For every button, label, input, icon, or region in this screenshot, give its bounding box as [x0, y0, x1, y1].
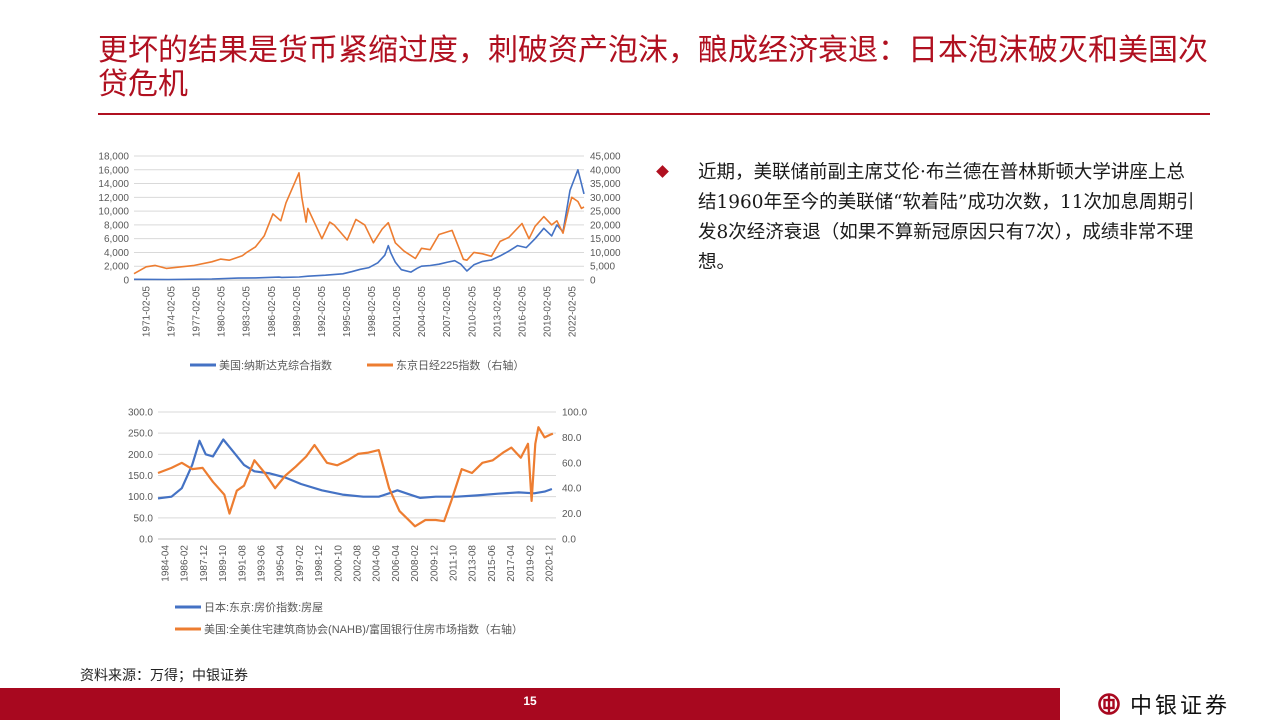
x-tick-label: 1989-10	[218, 545, 229, 582]
x-tick-label: 2010-02-05	[467, 286, 478, 338]
x-tick-label: 1983-02-05	[242, 286, 253, 338]
page-number: 15	[523, 694, 537, 708]
y-left-tick-label: 250.0	[128, 429, 153, 440]
y-left-tick-label: 300.0	[128, 408, 153, 419]
page-title: 更坏的结果是货币紧缩过度，刺破资产泡沫，酿成经济衰退：日本泡沫破灭和美国次贷危机	[98, 33, 1208, 102]
chart-house-price-svg: 300.0 250.0 200.0 150.0 100.0 50.0 0.0 100.0 80.…	[128, 408, 587, 637]
x-tick-label: 1998-12	[314, 545, 325, 582]
company-logo: 中银证券	[1098, 688, 1230, 720]
x-tick-label: 2004-02-05	[417, 286, 428, 338]
x-tick-label: 2011-10	[449, 545, 460, 581]
title-divider	[98, 113, 1210, 115]
y-left-tick-label: 0	[123, 276, 129, 287]
y-right-tick-label: 20,000	[590, 220, 621, 231]
y-right-tick-label: 5,000	[590, 262, 615, 273]
chart-house-price: 300.0 250.0 200.0 150.0 100.0 50.0 0.0 100.0 80.…	[100, 404, 600, 644]
x-tick-label: 1995-04	[276, 545, 287, 582]
legend-label: 日本:东京:房价指数:房屋	[204, 600, 323, 614]
x-tick-label: 2019-02-05	[542, 286, 553, 338]
x-tick-label: 1986-02-05	[267, 286, 278, 338]
x-tick-label: 2008-02	[410, 545, 421, 582]
y-right-tick-label: 35,000	[590, 179, 621, 190]
x-tick-label: 1992-02-05	[317, 286, 328, 338]
y-right-tick-label: 10,000	[590, 248, 621, 259]
x-tick-label: 2017-04	[506, 545, 517, 582]
x-tick-label: 2019-02	[525, 545, 536, 582]
y-left-tick-label: 0.0	[139, 535, 153, 546]
y-left-tick-label: 8,000	[104, 220, 129, 231]
y-left-tick-label: 16,000	[98, 165, 129, 176]
x-tick-label: 1974-02-05	[167, 286, 178, 338]
y-left-tick-label: 100.0	[128, 492, 153, 503]
boc-logo-icon	[1098, 693, 1120, 715]
x-tick-label: 2013-02-05	[492, 286, 503, 338]
y-right-tick-label: 25,000	[590, 207, 621, 218]
x-tick-label: 2000-10	[333, 545, 344, 582]
y-left-tick-label: 14,000	[98, 179, 129, 190]
legend-label: 美国:纳斯达克综合指数	[219, 358, 332, 372]
bullet-text: 近期，美联储前副主席艾伦·布兰德在普林斯顿大学讲座上总结1960年至今的美联储“…	[698, 162, 1195, 273]
diamond-bullet-icon	[656, 165, 669, 178]
x-tick-label: 1998-02-05	[367, 286, 378, 338]
y-right-tick-label: 80.0	[562, 433, 582, 444]
source-note: 资料来源：万得；中银证券	[80, 668, 248, 684]
chart-nasdaq-nikkei: 18,000 16,000 14,000 12,000 10,000 8,000 6,000…	[88, 148, 628, 380]
y-right-tick-label: 30,000	[590, 193, 621, 204]
x-tick-label: 2006-04	[391, 545, 402, 582]
x-tick-label: 2015-06	[487, 545, 498, 582]
x-tick-label: 1977-02-05	[192, 286, 203, 338]
x-tick-label: 2009-12	[429, 545, 440, 582]
x-tick-label: 2004-06	[372, 545, 383, 582]
y-left-tick-label: 50.0	[134, 513, 154, 524]
legend-label: 美国:全美住宅建筑商协会(NAHB)/富国银行住房市场指数（右轴）	[204, 622, 523, 636]
y-left-tick-label: 2,000	[104, 262, 129, 273]
y-right-tick-label: 15,000	[590, 234, 621, 245]
footer-bar	[0, 688, 1060, 720]
x-tick-label: 2001-02-05	[392, 286, 403, 338]
x-tick-label: 2020-12	[545, 545, 556, 582]
x-tick-label: 2007-02-05	[442, 286, 453, 338]
x-tick-label: 2013-08	[468, 545, 479, 582]
y-left-tick-label: 18,000	[98, 152, 129, 163]
y-right-tick-label: 0	[590, 276, 596, 287]
y-right-tick-label: 100.0	[562, 408, 587, 419]
y-left-tick-label: 12,000	[98, 193, 129, 204]
x-tick-label: 1987-12	[199, 545, 210, 582]
legend-label: 东京日经225指数（右轴）	[396, 358, 524, 372]
y-right-tick-label: 40.0	[562, 484, 582, 495]
y-left-tick-label: 10,000	[98, 207, 129, 218]
x-tick-label: 1984-04	[161, 545, 172, 582]
x-tick-label: 1986-02	[180, 545, 191, 582]
y-left-tick-label: 4,000	[104, 248, 129, 259]
x-tick-label: 2016-02-05	[517, 286, 528, 338]
chart-nasdaq-nikkei-svg: 18,000 16,000 14,000 12,000 10,000 8,000 6,000…	[98, 152, 621, 373]
series-line-1	[157, 438, 553, 500]
y-right-tick-label: 20.0	[562, 509, 582, 520]
series-line-2	[133, 172, 585, 275]
y-right-tick-label: 40,000	[590, 165, 621, 176]
y-right-tick-label: 45,000	[590, 152, 621, 163]
series-line-1	[133, 169, 585, 281]
x-tick-label: 2002-08	[353, 545, 364, 582]
series-line-2	[157, 426, 554, 528]
x-tick-label: 1980-02-05	[217, 286, 228, 338]
y-right-tick-label: 0.0	[562, 535, 576, 546]
x-tick-label: 1971-02-05	[142, 286, 153, 338]
logo-text: 中银证券	[1130, 694, 1231, 719]
y-left-tick-label: 6,000	[104, 234, 129, 245]
x-tick-label: 1995-02-05	[342, 286, 353, 338]
x-tick-label: 1989-02-05	[292, 286, 303, 338]
y-left-tick-label: 200.0	[128, 450, 153, 461]
x-tick-label: 2022-02-05	[568, 286, 579, 338]
x-tick-label: 1997-02	[295, 545, 306, 582]
x-tick-label: 1993-06	[257, 545, 268, 582]
y-right-tick-label: 60.0	[562, 458, 582, 469]
y-left-tick-label: 150.0	[128, 471, 153, 482]
x-tick-label: 1991-08	[237, 545, 248, 582]
